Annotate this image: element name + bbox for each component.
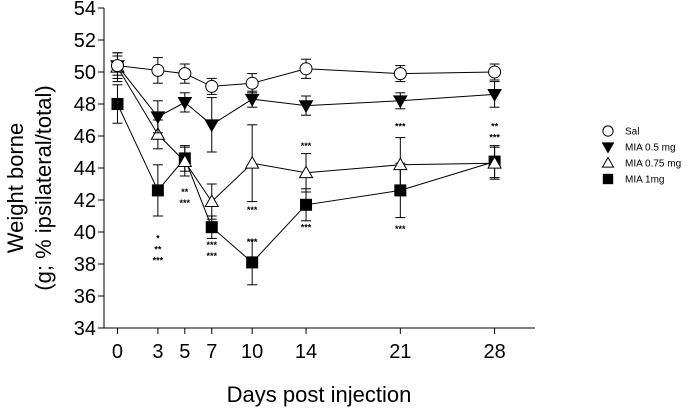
data-point (204, 194, 220, 207)
data-point (487, 155, 502, 169)
significance-annotations: **************************************** (153, 122, 501, 266)
data-point (244, 93, 260, 107)
data-point (299, 62, 313, 76)
data-point (246, 256, 259, 269)
x-axis-title: Days post injection (227, 382, 412, 407)
y-tick-label: 40 (74, 222, 96, 244)
data-point (177, 97, 193, 110)
data-point (487, 89, 502, 102)
y-tick-label: 52 (74, 30, 96, 52)
data-point (177, 154, 193, 167)
significance-marker: *** (395, 122, 406, 132)
y-axis-subtitle: (g; % ipsilateral/total) (31, 85, 56, 290)
data-point (392, 95, 408, 109)
x-tick-label: 0 (112, 341, 123, 363)
data-point (151, 63, 165, 77)
y-tick-label: 48 (74, 94, 96, 116)
y-tick-label: 34 (74, 318, 96, 340)
y-axis-title: Weight borne (3, 123, 28, 253)
legend-item: MIA 0.5 mg (601, 142, 676, 154)
significance-marker: *** (206, 240, 217, 250)
data-point (205, 79, 219, 93)
legend-label: MIA 1mg (625, 175, 664, 186)
series-layer (110, 52, 502, 286)
data-point (178, 67, 192, 81)
data-point (298, 100, 314, 114)
legend-label: MIA 0.75 mg (625, 159, 681, 170)
significance-marker: *** (395, 224, 406, 234)
significance-marker: *** (247, 205, 258, 215)
legend-item: MIA 1mg (602, 173, 664, 186)
series-mia-0-75-mg (110, 52, 502, 220)
x-tick-label: 28 (483, 341, 505, 363)
data-point (111, 98, 124, 110)
data-point (488, 65, 502, 79)
y-tick-label: 38 (74, 254, 96, 276)
data-point (245, 76, 259, 90)
x-tick-label: 10 (241, 341, 263, 363)
data-point (205, 221, 218, 234)
significance-marker: * (156, 234, 160, 244)
legend-label: MIA 0.5 mg (625, 143, 676, 154)
legend: Sal MIA 0.5 mg MIA 0.75 mg MIA 1mg (601, 125, 681, 186)
legend-marker (601, 156, 615, 168)
y-tick-label: 44 (74, 158, 96, 180)
data-point (298, 165, 314, 179)
axes: 34 36 38 40 42 44 46 48 50 52 54 0 3 5 7 10 14 21 28 (74, 0, 535, 363)
y-tick-label: 50 (74, 62, 96, 84)
data-point (150, 126, 166, 140)
x-tick-label: 21 (389, 341, 411, 363)
y-tick-label: 36 (74, 286, 96, 308)
significance-marker: *** (489, 133, 500, 143)
data-point (300, 198, 313, 211)
x-tick-label: 3 (152, 341, 163, 363)
significance-marker: *** (180, 198, 191, 208)
data-point (393, 67, 407, 81)
data-point (151, 184, 164, 197)
significance-marker: ** (491, 122, 499, 132)
y-tick-label: 42 (74, 190, 96, 212)
significance-marker: *** (153, 256, 164, 266)
x-tick-label: 7 (206, 341, 217, 363)
data-point (244, 155, 260, 169)
legend-item: Sal (602, 125, 639, 138)
series-sal (110, 55, 502, 95)
x-tick-label: 14 (295, 341, 317, 363)
significance-marker: ** (181, 187, 189, 197)
data-point (110, 59, 124, 73)
legend-label: Sal (625, 127, 639, 138)
data-point (150, 111, 166, 125)
significance-marker: *** (301, 222, 312, 232)
significance-marker: ** (154, 245, 162, 255)
data-point (392, 157, 408, 171)
legend-marker (602, 125, 614, 137)
data-point (204, 119, 220, 133)
legend-marker (602, 173, 614, 185)
legend-item: MIA 0.75 mg (601, 156, 681, 170)
legend-marker (601, 142, 615, 154)
series-mia-0-5-mg (110, 52, 502, 153)
significance-marker: *** (206, 251, 217, 261)
y-tick-label: 54 (74, 0, 96, 20)
significance-marker: *** (247, 237, 258, 247)
significance-marker: *** (301, 141, 312, 151)
x-tick-label: 5 (179, 341, 190, 363)
y-tick-label: 46 (74, 126, 96, 148)
